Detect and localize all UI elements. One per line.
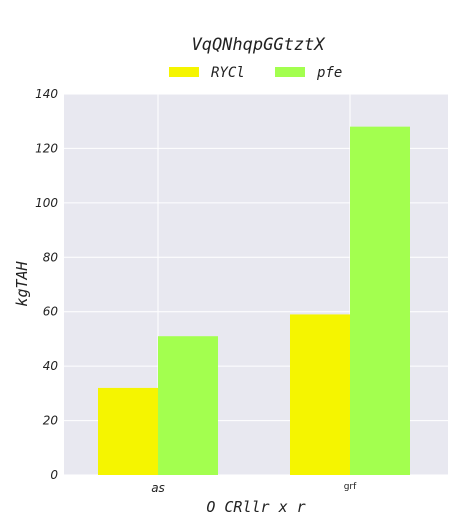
x-tick-label: grf: [344, 482, 357, 492]
x-tick-label: as: [151, 481, 165, 495]
bar-pfe-grf: [350, 126, 410, 476]
legend-item-RYCl: RYCl: [169, 65, 245, 81]
chart-title: VqQNhqpGGtztX: [191, 35, 326, 55]
y-tick-label: 100: [35, 196, 58, 210]
legend-label: pfe: [316, 65, 342, 81]
y-tick-label: 40: [43, 359, 59, 373]
bars: [98, 126, 410, 476]
y-tick-label: 80: [43, 250, 59, 264]
legend: RYCl pfe: [169, 65, 342, 81]
y-tick-label: 140: [35, 87, 58, 101]
bar-RYCl-as: [98, 387, 158, 475]
x-axis-ticks: as grf: [151, 481, 357, 495]
legend-swatch: [275, 67, 305, 77]
y-tick-label: 0: [50, 468, 58, 482]
legend-item-pfe: pfe: [275, 65, 342, 81]
legend-label: RYCl: [211, 65, 245, 81]
y-tick-label: 20: [43, 414, 59, 428]
bar-pfe-as: [158, 336, 218, 475]
x-axis-label: O CRllr x r: [206, 498, 305, 516]
y-tick-label: 120: [35, 141, 58, 155]
bar-RYCl-grf: [290, 314, 350, 475]
legend-swatch: [169, 67, 199, 77]
y-axis-label: kgTAH: [13, 260, 31, 306]
y-axis-ticks: 0 20 40 60 80 100 120 140: [35, 87, 58, 482]
y-tick-label: 60: [43, 305, 59, 319]
